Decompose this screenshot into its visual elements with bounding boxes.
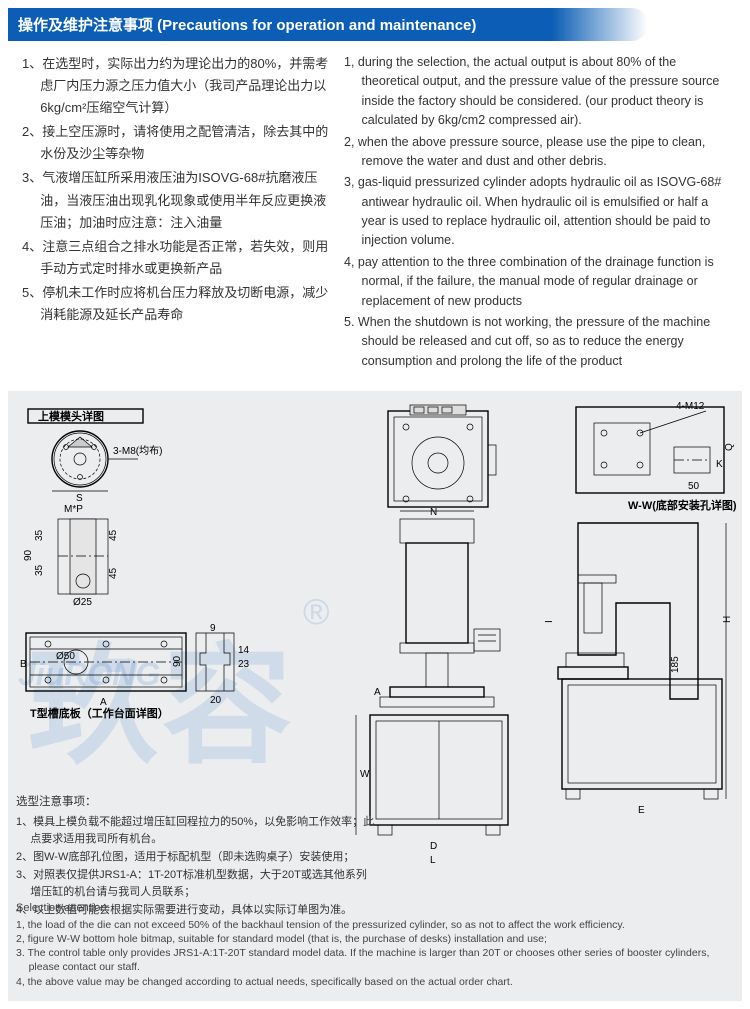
selection-notes-english: Selection attention: 1, the load of the … bbox=[16, 901, 736, 989]
svg-text:50: 50 bbox=[688, 481, 700, 492]
svg-text:W-W(底部安装孔详图): W-W(底部安装孔详图) bbox=[628, 498, 737, 512]
svg-text:S: S bbox=[76, 493, 83, 504]
svg-text:W: W bbox=[360, 769, 370, 780]
notes-en-item: 1, the load of the die can not exceed 50… bbox=[16, 918, 736, 932]
svg-text:N: N bbox=[430, 507, 437, 518]
section-header: 操作及维护注意事项 (Precautions for operation and… bbox=[8, 8, 648, 41]
en-item: 3, gas-liquid pressurized cylinder adopt… bbox=[344, 173, 728, 251]
notes-en-item: 2, figure W-W bottom hole bitmap, suitab… bbox=[16, 932, 736, 946]
notes-cn-item: 3、对照表仅提供JRS1-A：1T-20T标准机型数据，大于20T或选其他系列增… bbox=[16, 867, 376, 901]
en-item: 2, when the above pressure source, pleas… bbox=[344, 133, 728, 172]
header-title: 操作及维护注意事项 (Precautions for operation and… bbox=[18, 17, 476, 34]
technical-diagram-panel: JiuRONG ® 玖容 上模模头详图 3-M8(均布) S M*P 35 35… bbox=[8, 391, 742, 1001]
svg-text:T型槽底板（工作台面详图）: T型槽底板（工作台面详图） bbox=[30, 706, 169, 720]
svg-text:上模模头详图: 上模模头详图 bbox=[38, 409, 104, 423]
svg-text:Ø25: Ø25 bbox=[73, 597, 92, 608]
svg-text:A: A bbox=[374, 687, 381, 698]
precautions-chinese: 1、在选型时，实际出力约为理论出力的80%，并需考虑厂内压力源之压力值大小（我司… bbox=[22, 53, 344, 373]
svg-text:23: 23 bbox=[238, 659, 250, 670]
notes-cn-title: 选型注意事项： bbox=[16, 794, 376, 812]
svg-text:4-M12: 4-M12 bbox=[676, 401, 705, 412]
svg-text:I: I bbox=[544, 620, 555, 623]
notes-en-title: Selection attention: bbox=[16, 901, 736, 916]
cn-item: 4、注意三点组合之排水功能是否正常，若失效，则用手动方式定时排水或更换新产品 bbox=[22, 236, 332, 280]
svg-text:35: 35 bbox=[34, 529, 45, 541]
svg-text:A: A bbox=[100, 697, 107, 708]
notes-cn-item: 2、图W-W底部孔位图，适用于标配机型（即未选购桌子）安装使用； bbox=[16, 849, 376, 866]
svg-text:E: E bbox=[638, 805, 645, 816]
svg-text:35: 35 bbox=[34, 564, 45, 576]
cn-item: 2、接上空压源时，请将使用之配管清洁，除去其中的水份及沙尘等杂物 bbox=[22, 121, 332, 165]
svg-text:45: 45 bbox=[108, 567, 119, 579]
svg-text:Q: Q bbox=[724, 443, 735, 451]
notes-en-item: 3. The control table only provides JRS1-… bbox=[16, 946, 736, 974]
svg-text:9: 9 bbox=[210, 623, 216, 634]
svg-text:L: L bbox=[430, 855, 436, 866]
svg-text:B: B bbox=[20, 659, 27, 670]
svg-text:H: H bbox=[722, 616, 733, 623]
svg-text:K: K bbox=[716, 459, 723, 470]
en-item: 1, during the selection, the actual outp… bbox=[344, 53, 728, 131]
cn-item: 1、在选型时，实际出力约为理论出力的80%，并需考虑厂内压力源之压力值大小（我司… bbox=[22, 53, 332, 119]
cn-item: 3、气液增压缸所采用液压油为ISOVG-68#抗磨液压油，当液压油出现乳化现象或… bbox=[22, 167, 332, 233]
notes-en-item: 4, the above value may be changed accord… bbox=[16, 975, 736, 989]
svg-text:3-M8(均布): 3-M8(均布) bbox=[113, 445, 162, 457]
en-item: 4, pay attention to the three combinatio… bbox=[344, 253, 728, 311]
precautions-columns: 1、在选型时，实际出力约为理论出力的80%，并需考虑厂内压力源之压力值大小（我司… bbox=[0, 53, 750, 391]
svg-text:20: 20 bbox=[210, 695, 222, 706]
svg-text:14: 14 bbox=[238, 645, 250, 656]
svg-text:Ø50: Ø50 bbox=[56, 651, 75, 662]
svg-text:M*P: M*P bbox=[64, 504, 83, 515]
notes-cn-item: 1、模具上模负载不能超过增压缸回程拉力的50%，以免影响工作效率；此点要求适用我… bbox=[16, 814, 376, 848]
svg-text:90: 90 bbox=[23, 549, 34, 561]
svg-text:185: 185 bbox=[670, 656, 681, 673]
cn-item: 5、停机未工作时应将机台压力释放及切断电源，减少消耗能源及延长产品寿命 bbox=[22, 282, 332, 326]
svg-text:D: D bbox=[430, 841, 437, 852]
precautions-english: 1, during the selection, the actual outp… bbox=[344, 53, 728, 373]
svg-text:90: 90 bbox=[172, 655, 183, 667]
svg-text:45: 45 bbox=[108, 529, 119, 541]
en-item: 5. When the shutdown is not working, the… bbox=[344, 313, 728, 371]
